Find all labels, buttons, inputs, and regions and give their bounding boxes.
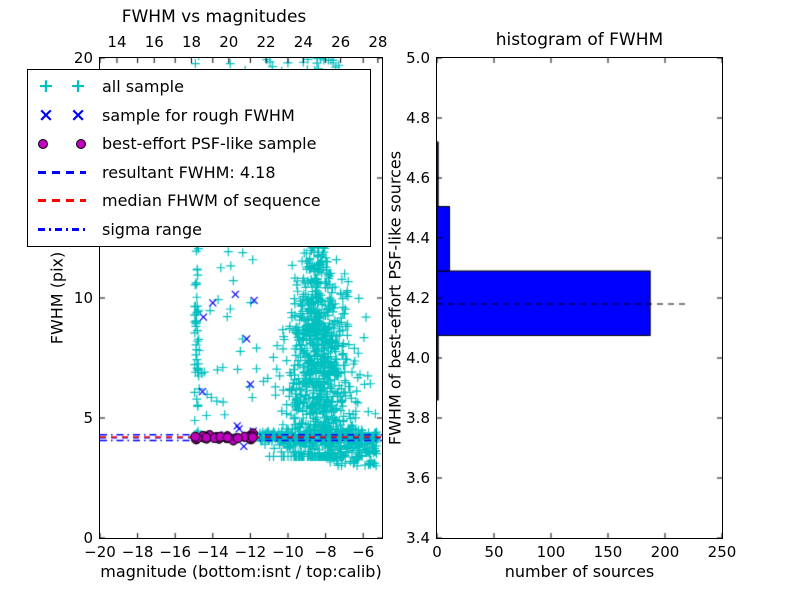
tick-label: 10: [73, 289, 93, 307]
tick-label: 4.4: [406, 229, 430, 247]
tick-label: 16: [144, 33, 164, 51]
circle-marker-icon: [76, 138, 86, 149]
legend-item: + + all sample: [28, 73, 370, 100]
legend-marker: + +: [28, 77, 94, 96]
legend-item: median FHWM of sequence: [28, 187, 370, 214]
right-plot-xlabel: number of sources: [504, 562, 655, 581]
tick-label: 22: [256, 33, 276, 51]
legend-item-label: median FHWM of sequence: [102, 191, 321, 211]
tick-label: 100: [536, 543, 566, 561]
tick-label: 26: [331, 33, 351, 51]
legend-marker: [28, 227, 94, 231]
legend-marker: [28, 199, 94, 203]
tick-label: 14: [107, 33, 127, 51]
tick-label: 3.6: [406, 469, 430, 487]
tick-label: 28: [368, 33, 388, 51]
tick-label: −18: [121, 543, 154, 561]
tick-label: 150: [593, 543, 623, 561]
legend-marker: [28, 138, 94, 149]
right-plot-title: histogram of FWHM: [495, 30, 664, 50]
tick-label: 4.0: [406, 349, 430, 367]
tick-label: −8: [314, 543, 337, 561]
tick-label: 4.2: [406, 289, 430, 307]
right-plot-area: [436, 57, 723, 539]
tick-label: −12: [234, 543, 267, 561]
tick-label: 200: [650, 543, 680, 561]
legend-item-label: sample for rough FWHM: [102, 105, 295, 125]
legend-marker: [28, 170, 94, 174]
legend-item-label: resultant FWHM: 4.18: [102, 162, 276, 182]
tick-label: 50: [484, 543, 504, 561]
legend-item: resultant FWHM: 4.18: [28, 159, 370, 186]
tick-label: 5.0: [406, 49, 430, 67]
tick-label: 4.6: [406, 169, 430, 187]
legend-marker: × ×: [28, 103, 94, 126]
legend-item-label: all sample: [102, 77, 184, 97]
x-marker-icon: ×: [70, 103, 86, 126]
plus-marker-icon: +: [70, 75, 86, 98]
tick-label: −20: [84, 543, 116, 561]
tick-label: −6: [352, 543, 375, 561]
tick-label: 20: [73, 49, 93, 67]
legend-item: best-effort PSF-like sample: [28, 130, 370, 157]
tick-label: 4.8: [406, 109, 430, 127]
tick-label: 3.4: [406, 529, 430, 547]
tick-label: 0: [432, 543, 442, 561]
dashed-line-icon: [38, 199, 86, 203]
legend-item-label: sigma range: [102, 219, 202, 239]
tick-label: 3.8: [406, 409, 430, 427]
circle-marker-icon: [38, 138, 48, 149]
dashed-line-icon: [38, 170, 86, 174]
plus-marker-icon: +: [38, 75, 54, 98]
tick-label: 20: [219, 33, 239, 51]
legend-item: sigma range: [28, 216, 370, 243]
legend: + + all sample × × sample for rough FWHM…: [27, 69, 371, 247]
tick-label: 0: [83, 529, 93, 547]
legend-item: × × sample for rough FWHM: [28, 102, 370, 129]
left-plot-title: FWHM vs magnitudes: [121, 7, 307, 27]
legend-item-label: best-effort PSF-like sample: [102, 134, 317, 154]
tick-label: −16: [159, 543, 192, 561]
tick-label: 24: [293, 33, 313, 51]
histogram-canvas: [437, 58, 722, 538]
tick-label: 5: [83, 409, 93, 427]
tick-label: −10: [272, 543, 304, 561]
tick-label: 250: [707, 543, 737, 561]
left-plot-xlabel: magnitude (bottom:isnt / top:calib): [100, 562, 382, 581]
dashdot-line-icon: [38, 227, 86, 231]
tick-label: 18: [181, 33, 202, 51]
tick-label: −14: [196, 543, 229, 561]
x-marker-icon: ×: [38, 103, 54, 126]
